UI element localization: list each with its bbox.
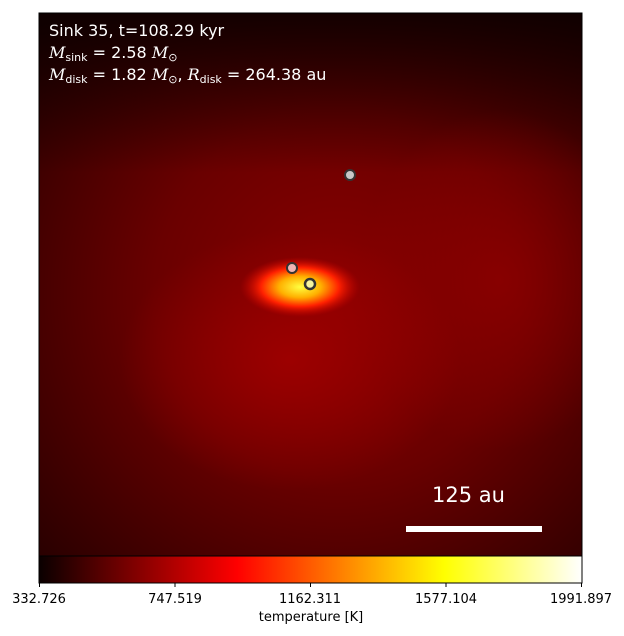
colorbar-tick-label: 1991.897 [549, 592, 613, 607]
colorbar-tick-label: 1162.311 [278, 592, 342, 607]
title-annotation: Sink 35, t=108.29 kyr [49, 20, 224, 42]
colorbar-tick-label: 1577.104 [414, 592, 478, 607]
central-sink-marker [303, 277, 317, 291]
sink-time-label: Sink 35, t=108.29 kyr [49, 21, 225, 40]
left-sink-marker [286, 262, 298, 274]
colorbar-tick-label: 747.519 [148, 592, 202, 607]
scale-bar-label: 125 au [432, 483, 505, 507]
disk-annotation: Mdisk = 1.82 M⊙, Rdisk = 264.38 au [49, 65, 327, 86]
colorbar [38, 555, 583, 584]
sink-mass-annotation: Msink = 2.58 M⊙ [49, 43, 178, 64]
colorbar-tick-label: 332.726 [12, 592, 66, 607]
disk-mass-value: 1.82 [111, 65, 147, 84]
colorbar-ticks [39, 583, 582, 587]
temperature-map [39, 13, 582, 556]
disk-radius-value: 264.38 [245, 65, 302, 84]
upper-sink-marker [344, 169, 356, 181]
sink-mass-value: 2.58 [111, 43, 147, 62]
disk-radius-unit: au [306, 65, 327, 84]
disk-subscript: disk [65, 73, 88, 86]
scale-bar [406, 526, 542, 532]
colorbar-label: temperature [K] [258, 610, 364, 625]
sink-subscript: sink [65, 51, 88, 64]
